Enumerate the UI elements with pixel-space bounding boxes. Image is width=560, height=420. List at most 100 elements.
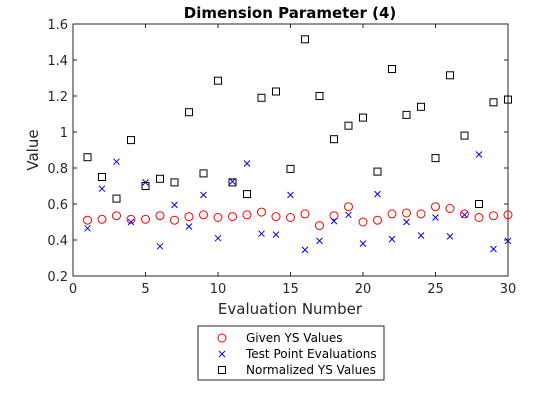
data-point-x bbox=[185, 223, 193, 230]
data-point-square bbox=[359, 113, 367, 122]
data-point-square bbox=[315, 92, 324, 100]
legend-label: Test Point Evaluations bbox=[245, 347, 377, 361]
data-point-x bbox=[374, 190, 381, 198]
data-point-x bbox=[316, 237, 323, 245]
data-point-circle bbox=[170, 215, 179, 225]
data-point-circle bbox=[271, 212, 281, 222]
data-point-square bbox=[475, 200, 483, 208]
legend-marker-circle bbox=[217, 333, 227, 343]
data-point-x bbox=[113, 158, 120, 166]
x-tick-label: 20 bbox=[355, 282, 372, 297]
data-point-square bbox=[431, 154, 440, 163]
data-point-x bbox=[504, 237, 512, 245]
data-point-square bbox=[388, 65, 396, 73]
data-point-square bbox=[446, 71, 454, 80]
legend-label: Normalized YS Values bbox=[246, 363, 376, 377]
data-point-square bbox=[98, 173, 106, 181]
x-tick-label: 30 bbox=[500, 282, 517, 297]
data-point-x bbox=[446, 233, 454, 240]
data-point-square bbox=[127, 136, 135, 145]
data-point-x bbox=[156, 242, 164, 250]
data-point-x bbox=[301, 246, 309, 254]
data-point-x bbox=[359, 240, 367, 247]
y-tick-label: 1.4 bbox=[47, 54, 68, 69]
data-point-circle bbox=[344, 202, 353, 212]
y-tick-label: 1.2 bbox=[47, 90, 68, 105]
x-tick-label: 10 bbox=[210, 282, 227, 297]
data-point-x bbox=[127, 218, 135, 226]
data-point-square bbox=[504, 95, 512, 104]
data-point-circle bbox=[228, 212, 237, 222]
data-point-circle bbox=[489, 211, 498, 221]
data-point-circle bbox=[112, 211, 121, 221]
data-point-x bbox=[287, 191, 294, 199]
data-point-square bbox=[185, 108, 193, 117]
data-point-x bbox=[171, 201, 178, 209]
data-point-circle bbox=[460, 209, 469, 219]
legend-marker-square bbox=[218, 366, 226, 374]
data-point-x bbox=[200, 191, 207, 199]
data-point-circle bbox=[257, 207, 266, 217]
data-point-square bbox=[112, 194, 121, 203]
data-point-square bbox=[330, 135, 338, 144]
data-point-x bbox=[388, 235, 396, 243]
y-tick-label: 1 bbox=[60, 126, 68, 141]
data-point-square bbox=[214, 76, 222, 85]
data-point-square bbox=[417, 102, 425, 111]
data-point-circle bbox=[300, 209, 310, 219]
data-point-x bbox=[461, 211, 468, 219]
data-point-x bbox=[330, 217, 338, 225]
data-point-x bbox=[272, 231, 280, 238]
data-point-circle bbox=[184, 212, 194, 222]
data-point-square bbox=[373, 167, 382, 176]
series-circle bbox=[83, 202, 513, 231]
data-point-x bbox=[475, 151, 483, 158]
data-point-square bbox=[301, 35, 309, 44]
data-point-circle bbox=[387, 209, 397, 219]
data-point-circle bbox=[199, 210, 208, 220]
y-tick-label: 0.4 bbox=[47, 234, 68, 249]
x-tick-label: 5 bbox=[141, 282, 149, 297]
data-point-square bbox=[170, 178, 179, 187]
data-point-x bbox=[417, 232, 425, 239]
legend-label: Given YS Values bbox=[246, 331, 343, 345]
x-tick-label: 25 bbox=[427, 282, 444, 297]
y-axis-label: Value bbox=[24, 129, 42, 170]
y-tick-label: 0.6 bbox=[47, 198, 68, 213]
data-point-x bbox=[214, 234, 222, 242]
x-axis-label: Evaluation Number bbox=[218, 300, 363, 318]
data-point-circle bbox=[358, 217, 368, 227]
legend-marker-x bbox=[218, 350, 226, 358]
data-point-circle bbox=[503, 210, 513, 220]
data-point-circle bbox=[126, 214, 136, 224]
data-point-x bbox=[243, 160, 251, 167]
data-point-circle bbox=[155, 211, 165, 221]
data-point-square bbox=[228, 178, 237, 187]
y-tick-label: 1.6 bbox=[47, 18, 68, 33]
y-tick-label: 0.2 bbox=[47, 270, 68, 285]
data-point-circle bbox=[329, 211, 339, 221]
data-point-x bbox=[258, 230, 265, 238]
data-point-circle bbox=[416, 209, 426, 219]
series-x bbox=[84, 151, 512, 254]
data-point-square bbox=[272, 87, 280, 96]
legend: Given YS Values Test Point Evaluations Nor… bbox=[197, 325, 385, 381]
data-point-x bbox=[98, 185, 106, 193]
x-tick-label: 0 bbox=[69, 282, 77, 297]
series-square bbox=[83, 35, 512, 208]
data-point-square bbox=[460, 131, 469, 140]
data-point-circle bbox=[213, 213, 223, 222]
y-tick-label: 0.8 bbox=[47, 162, 68, 177]
data-point-circle bbox=[402, 208, 411, 218]
data-point-circle bbox=[242, 210, 252, 220]
chart-title: Dimension Parameter (4) bbox=[184, 4, 397, 22]
data-point-square bbox=[489, 98, 498, 107]
data-point-circle bbox=[431, 202, 440, 212]
data-point-square bbox=[141, 182, 150, 190]
legend-box bbox=[197, 325, 385, 381]
data-point-x bbox=[403, 218, 410, 226]
data-point-circle bbox=[97, 214, 107, 224]
data-point-circle bbox=[83, 215, 92, 225]
data-point-square bbox=[344, 121, 353, 130]
